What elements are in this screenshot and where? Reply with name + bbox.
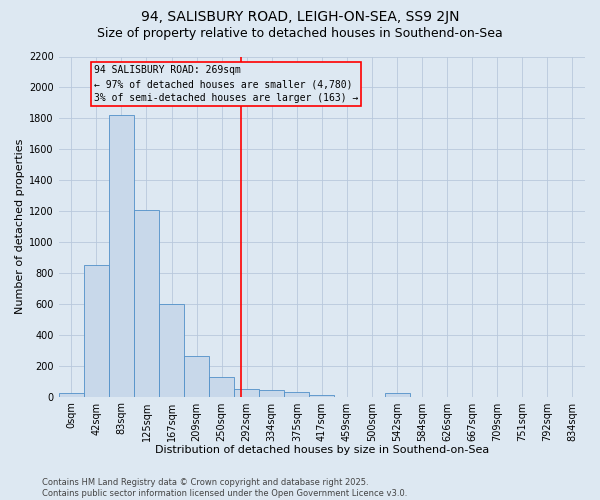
Bar — [234, 389, 259, 396]
Bar — [134, 210, 159, 396]
Bar — [159, 304, 184, 396]
Bar — [259, 390, 284, 396]
Bar — [209, 378, 234, 396]
Bar — [385, 392, 410, 396]
Bar — [310, 395, 334, 396]
Bar — [284, 392, 310, 396]
Bar — [109, 115, 134, 396]
Text: Contains HM Land Registry data © Crown copyright and database right 2025.
Contai: Contains HM Land Registry data © Crown c… — [42, 478, 407, 498]
Bar — [59, 392, 84, 396]
Text: 94, SALISBURY ROAD, LEIGH-ON-SEA, SS9 2JN: 94, SALISBURY ROAD, LEIGH-ON-SEA, SS9 2J… — [141, 10, 459, 24]
Bar — [84, 265, 109, 396]
Bar — [184, 356, 209, 397]
Y-axis label: Number of detached properties: Number of detached properties — [15, 139, 25, 314]
Text: 94 SALISBURY ROAD: 269sqm
← 97% of detached houses are smaller (4,780)
3% of sem: 94 SALISBURY ROAD: 269sqm ← 97% of detac… — [94, 65, 358, 103]
Text: Size of property relative to detached houses in Southend-on-Sea: Size of property relative to detached ho… — [97, 28, 503, 40]
X-axis label: Distribution of detached houses by size in Southend-on-Sea: Distribution of detached houses by size … — [155, 445, 489, 455]
